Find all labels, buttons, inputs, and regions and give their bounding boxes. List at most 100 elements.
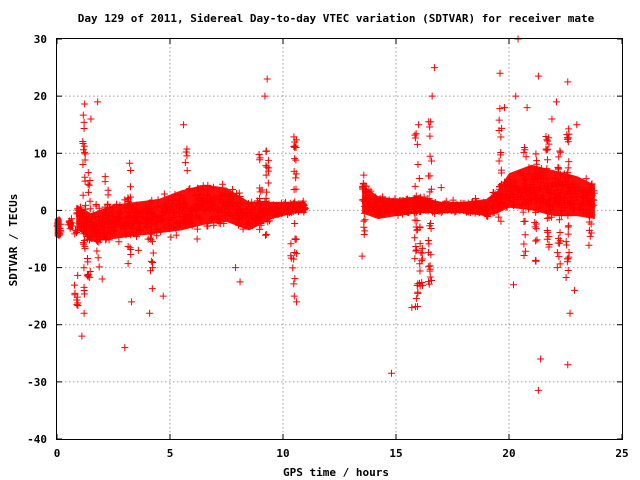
spike-point [79, 160, 87, 168]
spike-point [81, 156, 89, 164]
outlier-point [564, 78, 572, 86]
spike-point [94, 212, 102, 220]
band-point [129, 204, 137, 212]
x-tick-label: 15 [389, 447, 402, 460]
spike-point [79, 210, 87, 218]
spike-point [564, 164, 572, 172]
spike-point [418, 196, 426, 204]
band-point [506, 197, 514, 205]
band-point [104, 228, 112, 236]
band-point [569, 205, 577, 213]
band-point [300, 206, 308, 214]
band-point [515, 186, 523, 194]
spike-point [127, 183, 135, 191]
spike-point [418, 244, 426, 252]
band-point [158, 215, 166, 223]
band-point [165, 220, 173, 228]
spike-point [565, 222, 573, 230]
band-point [399, 201, 407, 209]
band-point [194, 184, 202, 192]
spike-point [360, 209, 368, 217]
spike-point [92, 219, 100, 227]
outlier-point [430, 64, 438, 72]
band-point [229, 185, 237, 193]
y-tick-label: -10 [27, 262, 47, 275]
band-point [496, 190, 504, 198]
band-point [136, 225, 144, 233]
spike-point [544, 145, 552, 153]
band-point [169, 196, 177, 204]
outlier-point [426, 132, 434, 140]
spike-point [94, 232, 102, 240]
band-point [209, 183, 217, 191]
spike-point [257, 204, 265, 212]
band-point [432, 200, 440, 208]
spike-point [79, 228, 87, 236]
spike-point [85, 236, 93, 244]
band-point [166, 224, 174, 232]
band-point [471, 203, 479, 211]
band-point [538, 193, 546, 201]
spike-point [264, 156, 272, 164]
band-point [474, 208, 482, 216]
spike-point [531, 219, 539, 227]
band-point [585, 211, 593, 219]
band-point [507, 187, 515, 195]
band-point [524, 200, 532, 208]
outlier-point [573, 121, 581, 129]
band-point [269, 201, 277, 209]
spike-point [84, 188, 92, 196]
band-point [377, 196, 385, 204]
spike-point [289, 264, 297, 272]
band-point [68, 215, 76, 223]
band-point [206, 204, 214, 212]
spike-point [412, 243, 420, 251]
band-point [225, 192, 233, 200]
band-point [141, 206, 149, 214]
spike-point [264, 218, 272, 226]
spike-point [80, 142, 88, 150]
spike-point [85, 181, 93, 189]
band-point [560, 193, 568, 201]
band-point [171, 190, 179, 198]
band-point [579, 193, 587, 201]
band-point [157, 202, 165, 210]
spike-point [84, 180, 92, 188]
spike-point [86, 267, 94, 275]
band-point [394, 211, 402, 219]
spike-point [565, 253, 573, 261]
spike-point [290, 255, 298, 263]
x-tick-label: 10 [276, 447, 289, 460]
band-point [177, 191, 185, 199]
spike-point [497, 217, 505, 225]
outlier-point [236, 278, 244, 286]
spike-point [92, 236, 100, 244]
y-tick-label: -20 [27, 319, 47, 332]
band-point [175, 197, 183, 205]
outlier-point [428, 92, 436, 100]
outlier-point [290, 292, 298, 300]
band-point [56, 230, 64, 238]
spike-point [564, 212, 572, 220]
spike-point [556, 228, 564, 236]
spike-point [563, 134, 571, 142]
outlier-point [263, 75, 271, 83]
spike-point [81, 150, 89, 158]
band-point [151, 220, 159, 228]
spike-point [101, 173, 109, 181]
band-point [501, 184, 509, 192]
band-point [153, 203, 161, 211]
spike-point [124, 208, 132, 216]
outlier-point [121, 344, 129, 352]
spike-point [86, 197, 94, 205]
spike-point [565, 130, 573, 138]
spike-point [586, 197, 594, 205]
band-point [239, 225, 247, 233]
spike-point [183, 204, 191, 212]
spike-point [360, 230, 368, 238]
band-point [530, 183, 538, 191]
outlier-point [387, 369, 395, 377]
spike-point [417, 249, 425, 257]
spike-point [425, 195, 433, 203]
band-point [509, 201, 517, 209]
